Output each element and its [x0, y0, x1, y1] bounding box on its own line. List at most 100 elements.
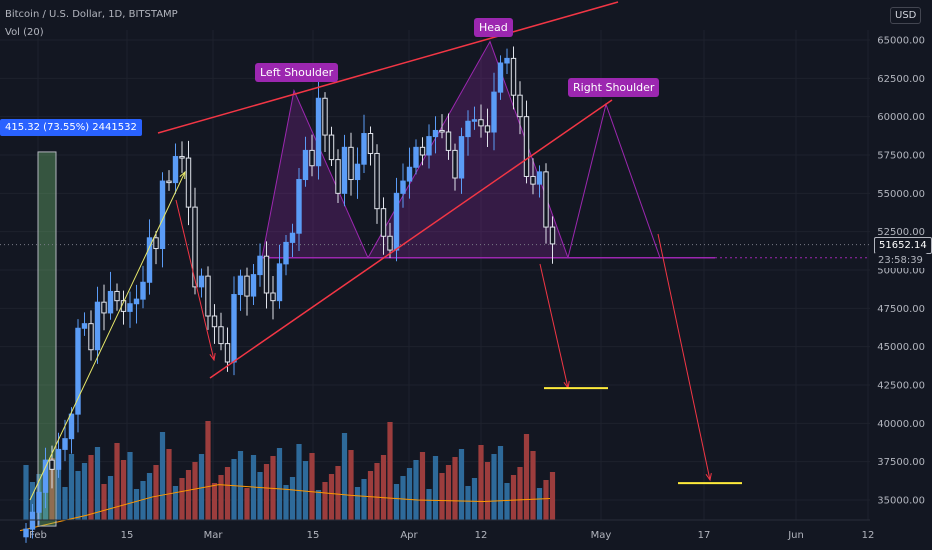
volume-bar [335, 466, 341, 520]
volume-bar [289, 477, 296, 520]
volume-bar [153, 465, 159, 520]
price-tick-label: 47500.00 [877, 304, 925, 315]
second-target-arrow [657, 233, 711, 481]
candle-body [419, 146, 426, 156]
volume-bar [237, 451, 244, 520]
volume-bar [536, 488, 543, 520]
candle-body [23, 528, 29, 538]
candle-body [257, 255, 263, 276]
candle-body [270, 292, 276, 302]
candle-body [283, 241, 289, 265]
candle-body [166, 180, 172, 184]
volume-bar [94, 447, 101, 520]
volume-bar [406, 468, 413, 520]
candle-body [387, 235, 393, 251]
candle-body [29, 511, 36, 530]
right-shoulder-label[interactable]: Right Shoulder [568, 78, 660, 97]
candle-body [127, 303, 133, 312]
candle-body [62, 438, 68, 450]
candle-body [185, 157, 192, 208]
time-tick-label: Feb [29, 530, 47, 541]
candle-body [530, 175, 536, 185]
candle-body [153, 237, 159, 250]
time-tick-label: 15 [121, 530, 134, 541]
candle-body [315, 97, 322, 167]
head-label[interactable]: Head [474, 18, 513, 37]
candle-body [478, 119, 484, 127]
price-axis[interactable]: 35000.00 37500.00 40000.00 42500.00 45000.00… [877, 36, 925, 507]
time-tick-label: 17 [698, 530, 711, 541]
volume-bar [244, 488, 250, 520]
volume-bar [510, 475, 517, 520]
price-tick-label: 50000.00 [877, 266, 925, 277]
volume-bar [523, 434, 530, 520]
price-range-measure [37, 151, 57, 527]
candle-body [198, 275, 205, 288]
volume-bar [341, 433, 348, 520]
candle-body [81, 323, 88, 329]
volume-bar [81, 463, 88, 520]
price-tick-label: 35000.00 [877, 496, 925, 507]
time-tick-label: May [591, 530, 612, 541]
volume-bar [471, 478, 478, 520]
volume-bar [465, 486, 471, 520]
left-shoulder-label[interactable]: Left Shoulder [255, 63, 339, 82]
volume-bar [146, 473, 153, 520]
candle-body [133, 298, 140, 305]
volume-bar [413, 460, 419, 520]
volume-bar [302, 461, 309, 520]
volume-bar [166, 449, 172, 520]
volume-bar [88, 455, 94, 520]
symbol-title: Bitcoin / U.S. Dollar, 1D, BITSTAMP [5, 9, 178, 20]
volume-indicator-label[interactable]: Vol (20) [5, 27, 44, 38]
candle-body [439, 129, 445, 133]
candle-body [426, 136, 432, 156]
candle-body [510, 57, 517, 96]
volume-bar [257, 472, 263, 520]
candle-body [445, 131, 452, 151]
candle-body [491, 91, 497, 133]
candle-body [549, 226, 556, 245]
candle-body [237, 275, 244, 296]
volume-bar [400, 476, 406, 520]
time-tick-label: 12 [475, 530, 488, 541]
rising-support-trendline [209, 99, 613, 379]
volume-bar [133, 489, 140, 520]
volume-bar [224, 467, 231, 520]
candle-body [36, 491, 42, 513]
candle-body [328, 134, 335, 161]
trendlines [29, 1, 742, 501]
candle-body [68, 413, 75, 440]
second-target-arrow-head [705, 473, 712, 482]
price-tick-label: 57500.00 [877, 151, 925, 162]
price-tick-label: 65000.00 [877, 36, 925, 47]
price-tick-label: 60000.00 [877, 112, 925, 123]
volume-bar [140, 481, 146, 520]
volume-bar [55, 450, 62, 520]
candle-body [244, 275, 250, 297]
price-tick-label: 45000.00 [877, 342, 925, 353]
upper-trendline [157, 1, 619, 134]
candle-body [432, 129, 439, 138]
volume-bar [283, 485, 289, 520]
candle-body [205, 275, 211, 317]
candlesticks [23, 46, 556, 543]
right-shoulder-projection [567, 102, 661, 258]
currency-button[interactable]: USD [890, 7, 922, 24]
time-axis[interactable]: Feb 15 Mar 15 Apr 12 May 17 Jun 12 [0, 519, 874, 541]
candle-body [192, 206, 198, 288]
candle-body [146, 237, 153, 283]
price-tick-label: 55000.00 [877, 189, 925, 200]
candle-body [309, 149, 315, 167]
candle-body [302, 149, 309, 181]
candle-body [393, 192, 400, 251]
volume-ma-line [19, 484, 551, 532]
volume-bar [484, 462, 491, 520]
volume-bar [374, 463, 380, 520]
volume-bar [205, 421, 211, 520]
candle-body [179, 156, 185, 159]
volume-bar [322, 482, 328, 520]
candle-body [367, 133, 374, 154]
price-grid [0, 30, 870, 520]
